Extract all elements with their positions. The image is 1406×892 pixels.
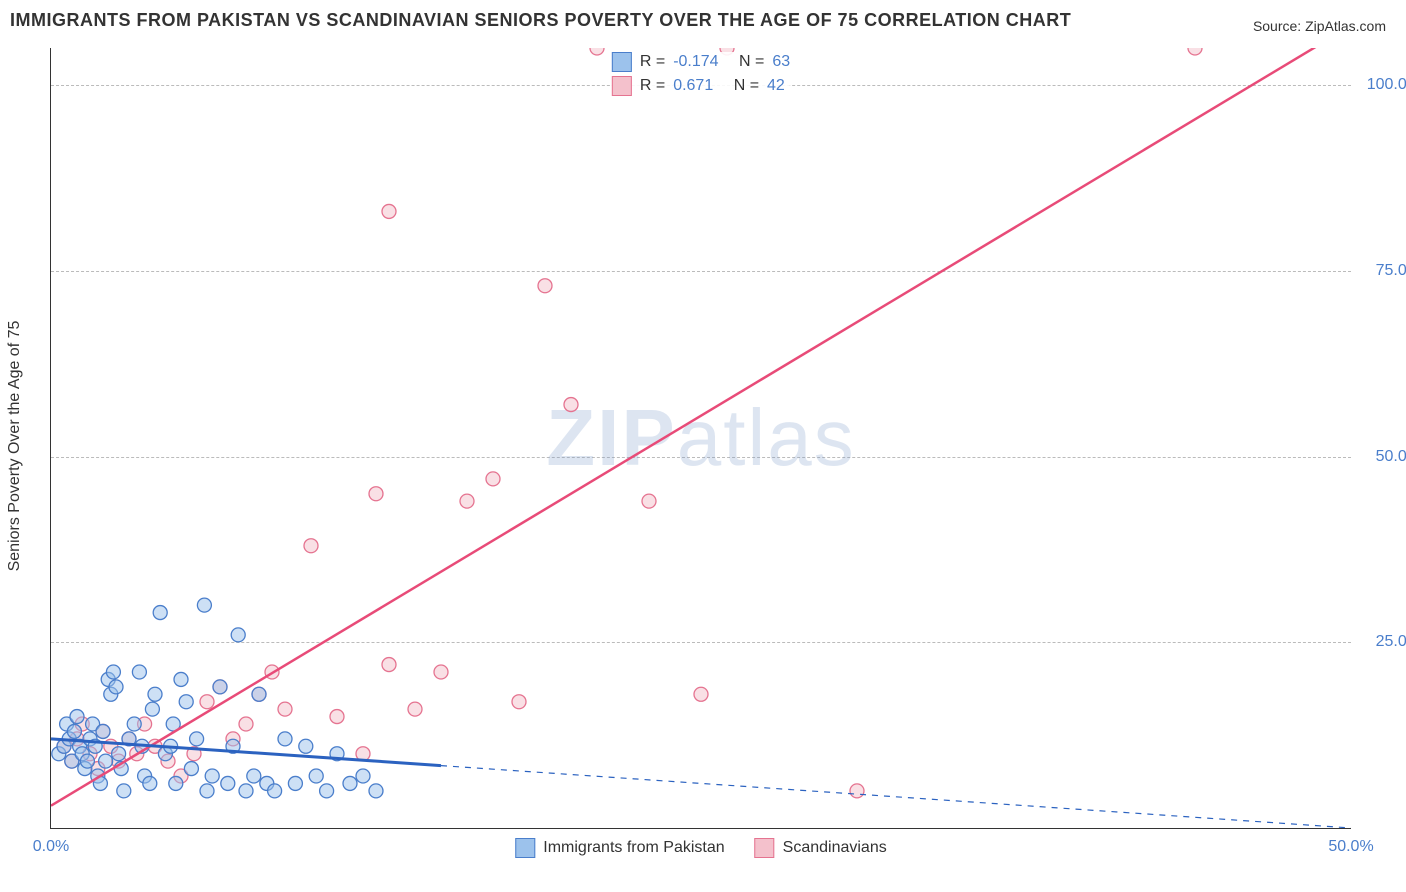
- scatter-marker: [304, 539, 318, 553]
- series-swatch-bottom-1: [515, 838, 535, 858]
- scatter-marker: [343, 776, 357, 790]
- scatter-marker: [190, 732, 204, 746]
- scatter-marker: [369, 487, 383, 501]
- y-tick-label: 50.0%: [1376, 448, 1406, 466]
- scatter-marker: [96, 724, 110, 738]
- scatter-marker: [408, 702, 422, 716]
- scatter-marker: [278, 732, 292, 746]
- source-attribution: Source: ZipAtlas.com: [1253, 18, 1386, 34]
- chart-title: IMMIGRANTS FROM PAKISTAN VS SCANDINAVIAN…: [10, 10, 1071, 31]
- scatter-marker: [70, 710, 84, 724]
- n-prefix: N =: [734, 77, 759, 95]
- scatter-marker: [382, 204, 396, 218]
- y-tick-label: 75.0%: [1376, 262, 1406, 280]
- scatter-marker: [99, 754, 113, 768]
- scatter-marker: [145, 702, 159, 716]
- scatter-marker: [239, 717, 253, 731]
- plot-svg: [51, 48, 1351, 828]
- x-tick-label: 50.0%: [1328, 838, 1373, 856]
- scatter-marker: [564, 398, 578, 412]
- scatter-marker: [320, 784, 334, 798]
- chart-container: IMMIGRANTS FROM PAKISTAN VS SCANDINAVIAN…: [0, 0, 1406, 892]
- scatter-marker: [109, 680, 123, 694]
- scatter-marker: [221, 776, 235, 790]
- scatter-marker: [309, 769, 323, 783]
- scatter-marker: [174, 672, 188, 686]
- scatter-marker: [247, 769, 261, 783]
- scatter-marker: [278, 702, 292, 716]
- scatter-marker: [1188, 48, 1202, 55]
- r-prefix: R =: [640, 53, 665, 71]
- scatter-marker: [117, 784, 131, 798]
- scatter-marker: [590, 48, 604, 55]
- series-swatch-1: [612, 52, 632, 72]
- scatter-marker: [213, 680, 227, 694]
- r-prefix: R =: [640, 77, 665, 95]
- r-value-2: 0.671: [673, 77, 713, 95]
- series-legend-item-1: Immigrants from Pakistan: [515, 838, 724, 858]
- scatter-marker: [252, 687, 266, 701]
- scatter-marker: [231, 628, 245, 642]
- scatter-marker: [694, 687, 708, 701]
- scatter-marker: [106, 665, 120, 679]
- n-prefix: N =: [739, 53, 764, 71]
- correlation-legend-row-2: R = 0.671 N = 42: [612, 76, 790, 96]
- source-name: ZipAtlas.com: [1305, 18, 1386, 34]
- scatter-marker: [132, 665, 146, 679]
- scatter-marker: [205, 769, 219, 783]
- series-legend: Immigrants from Pakistan Scandinavians: [515, 838, 886, 858]
- series-legend-item-2: Scandinavians: [755, 838, 887, 858]
- scatter-marker: [850, 784, 864, 798]
- scatter-marker: [239, 784, 253, 798]
- scatter-marker: [127, 717, 141, 731]
- scatter-marker: [356, 769, 370, 783]
- scatter-marker: [299, 739, 313, 753]
- trend-line-extrapolated: [441, 766, 1351, 828]
- scatter-marker: [67, 724, 81, 738]
- scatter-marker: [112, 747, 126, 761]
- scatter-marker: [538, 279, 552, 293]
- scatter-marker: [80, 754, 94, 768]
- n-value-1: 63: [772, 53, 790, 71]
- scatter-marker: [460, 494, 474, 508]
- source-prefix: Source:: [1253, 18, 1305, 34]
- scatter-marker: [434, 665, 448, 679]
- plot-area: ZIPatlas R = -0.174 N = 63 R = 0.671 N =…: [50, 48, 1351, 829]
- scatter-marker: [268, 784, 282, 798]
- scatter-marker: [169, 776, 183, 790]
- n-value-2: 42: [767, 77, 785, 95]
- correlation-legend-row-1: R = -0.174 N = 63: [612, 52, 790, 72]
- scatter-marker: [179, 695, 193, 709]
- scatter-marker: [143, 776, 157, 790]
- scatter-marker: [486, 472, 500, 486]
- x-tick-label: 0.0%: [33, 838, 69, 856]
- scatter-marker: [642, 494, 656, 508]
- scatter-marker: [512, 695, 526, 709]
- scatter-marker: [369, 784, 383, 798]
- y-tick-label: 25.0%: [1376, 633, 1406, 651]
- y-axis-label: Seniors Poverty Over the Age of 75: [6, 321, 24, 572]
- series-name-1: Immigrants from Pakistan: [543, 839, 724, 857]
- scatter-marker: [197, 598, 211, 612]
- correlation-legend: R = -0.174 N = 63 R = 0.671 N = 42: [612, 52, 790, 96]
- scatter-marker: [200, 784, 214, 798]
- series-swatch-2: [612, 76, 632, 96]
- r-value-1: -0.174: [673, 53, 718, 71]
- scatter-marker: [148, 687, 162, 701]
- series-swatch-bottom-2: [755, 838, 775, 858]
- scatter-marker: [382, 658, 396, 672]
- scatter-marker: [200, 695, 214, 709]
- scatter-marker: [184, 762, 198, 776]
- scatter-marker: [288, 776, 302, 790]
- y-tick-label: 100.0%: [1367, 76, 1406, 94]
- series-name-2: Scandinavians: [783, 839, 887, 857]
- scatter-marker: [153, 606, 167, 620]
- scatter-marker: [330, 710, 344, 724]
